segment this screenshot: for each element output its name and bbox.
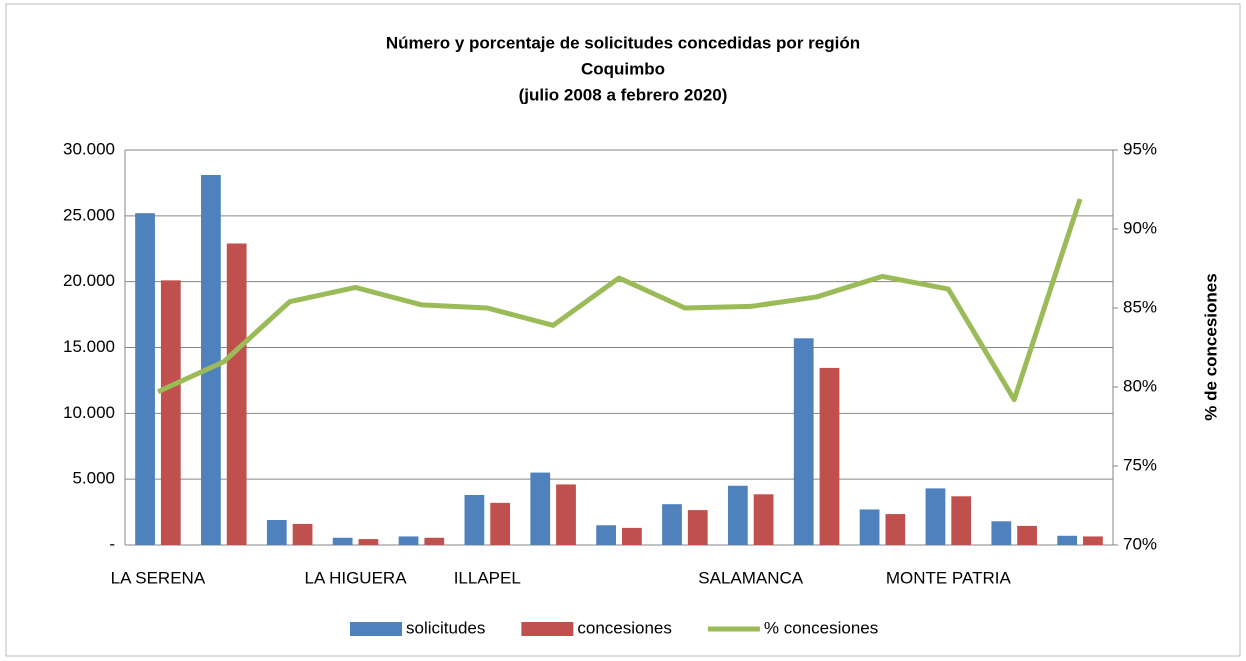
y2-tick-label: 90% <box>1123 218 1157 237</box>
bar <box>753 494 774 545</box>
bar <box>292 523 313 545</box>
y2-tick-label: 85% <box>1123 297 1157 316</box>
bar <box>991 521 1012 545</box>
y-tick-label: 30.000 <box>63 139 115 158</box>
legend-label: concesiones <box>577 618 672 637</box>
bar <box>1057 535 1078 545</box>
bar <box>201 175 221 545</box>
bar <box>135 213 155 545</box>
bar <box>464 494 485 545</box>
y-tick-label: 20.000 <box>63 271 115 290</box>
bar <box>727 485 748 545</box>
bar <box>622 527 642 545</box>
bar <box>951 496 972 545</box>
legend-label: solicitudes <box>406 618 485 637</box>
chart-title: Número y porcentaje de solicitudes conce… <box>386 33 860 52</box>
y-tick-label: 15.000 <box>63 337 115 356</box>
x-tick-label: ILLAPEL <box>454 568 521 587</box>
bar <box>925 488 946 545</box>
bar <box>490 502 511 545</box>
chart-title: (julio 2008 a febrero 2020) <box>519 85 728 104</box>
bar <box>398 536 419 545</box>
bar <box>1017 525 1037 545</box>
bar <box>266 519 287 545</box>
bar <box>332 537 353 545</box>
bar <box>530 472 551 545</box>
legend-swatch <box>350 622 402 636</box>
y2-tick-label: 70% <box>1123 534 1157 553</box>
line-series <box>156 198 1083 403</box>
bar <box>859 509 880 545</box>
bar <box>226 243 247 545</box>
bar <box>596 525 616 545</box>
x-tick-label: MONTE PATRIA <box>886 568 1012 587</box>
x-tick-label: SALAMANCA <box>698 568 804 587</box>
y2-axis-title: % de concesiones <box>1201 273 1220 420</box>
chart-title: Coquimbo <box>581 59 665 78</box>
legend-label: % concesiones <box>764 618 878 637</box>
y-tick-label: 10.000 <box>63 403 115 422</box>
x-tick-label: LA SERENA <box>111 568 206 587</box>
bar <box>358 539 379 545</box>
y2-tick-label: 75% <box>1123 455 1157 474</box>
bar <box>687 510 708 545</box>
bar <box>556 484 576 545</box>
bar <box>160 280 181 545</box>
y-tick-label: 25.000 <box>63 205 115 224</box>
y-tick-label: - <box>109 534 115 553</box>
x-tick-label: LA HIGUERA <box>305 568 408 587</box>
bar <box>793 338 814 545</box>
legend-swatch <box>521 622 574 636</box>
y2-tick-label: 95% <box>1123 139 1157 158</box>
y2-tick-label: 80% <box>1123 376 1157 395</box>
bar <box>885 514 906 545</box>
bar <box>662 504 682 545</box>
bar <box>424 537 445 545</box>
y-tick-label: 5.000 <box>72 469 115 488</box>
bar <box>1083 536 1103 545</box>
bar <box>819 367 840 545</box>
